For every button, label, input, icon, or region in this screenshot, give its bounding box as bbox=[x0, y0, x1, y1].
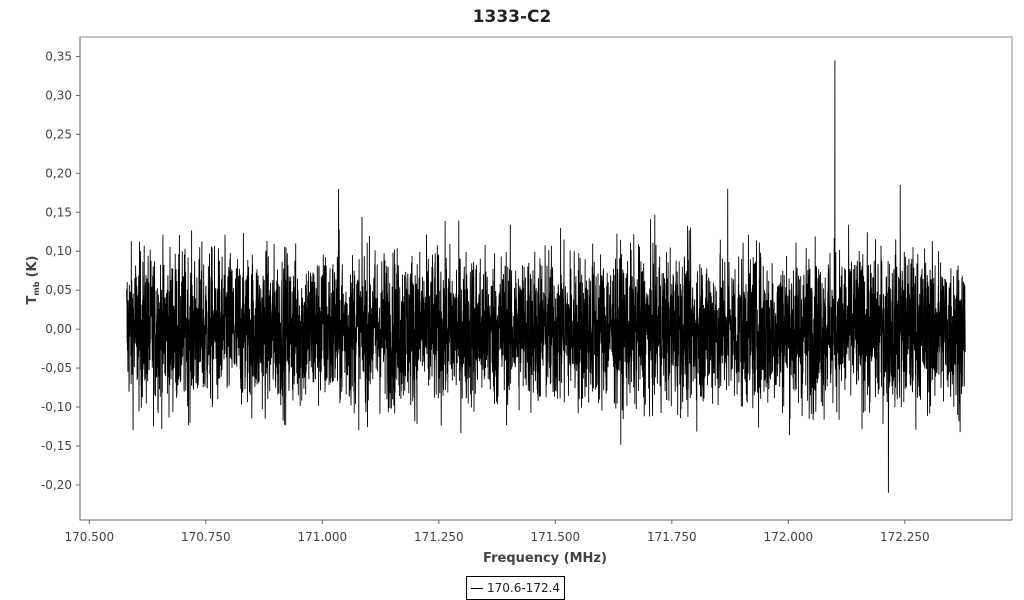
x-tick-label: 172.250 bbox=[880, 530, 930, 544]
y-axis-label: Tmb (K) bbox=[25, 256, 41, 305]
chart-title: 1333-C2 bbox=[473, 7, 552, 27]
x-tick-label: 171.250 bbox=[414, 530, 464, 544]
x-tick-label: 171.500 bbox=[531, 530, 581, 544]
x-tick-label: 171.750 bbox=[647, 530, 697, 544]
y-tick-label: -0,15 bbox=[41, 439, 72, 453]
y-tick-label: 0,35 bbox=[45, 49, 72, 63]
legend-label: 170.6-172.4 bbox=[487, 581, 561, 595]
y-tick-label: 0,30 bbox=[45, 88, 72, 102]
x-tick-label: 170.750 bbox=[181, 530, 231, 544]
y-tick-label: 0,25 bbox=[45, 127, 72, 141]
legend: 170.6-172.4 bbox=[466, 576, 566, 600]
y-tick-label: 0,05 bbox=[45, 283, 72, 297]
legend-swatch bbox=[471, 588, 483, 589]
x-axis-label: Frequency (MHz) bbox=[483, 551, 607, 566]
x-tick-label: 172.000 bbox=[764, 530, 814, 544]
y-label-main: T bbox=[25, 295, 40, 304]
y-tick-label: 0,15 bbox=[45, 205, 72, 219]
x-tick-label: 170.500 bbox=[65, 530, 115, 544]
y-tick-label: -0,20 bbox=[41, 478, 72, 492]
y-tick-label: 0,10 bbox=[45, 244, 72, 258]
y-ticks: 0,35 0,30 0,25 0,20 0,15 0,10 0,05 0,00 -0,05 -0,… bbox=[41, 49, 80, 492]
y-tick-label: -0,05 bbox=[41, 361, 72, 375]
y-label-sub: mb bbox=[32, 281, 41, 295]
spectrum-line bbox=[126, 60, 966, 493]
series-group bbox=[126, 60, 966, 493]
svg-text:Tmb(K): Tmb (K) bbox=[25, 256, 41, 305]
y-tick-label: 0,20 bbox=[45, 166, 72, 180]
y-label-unit: (K) bbox=[25, 256, 40, 278]
y-tick-label: 0,00 bbox=[45, 322, 72, 336]
x-tick-label: 171.000 bbox=[298, 530, 348, 544]
x-ticks: 170.500 170.750 171.000 171.250 171.500 171.7… bbox=[65, 520, 930, 544]
y-tick-label: -0,10 bbox=[41, 400, 72, 414]
